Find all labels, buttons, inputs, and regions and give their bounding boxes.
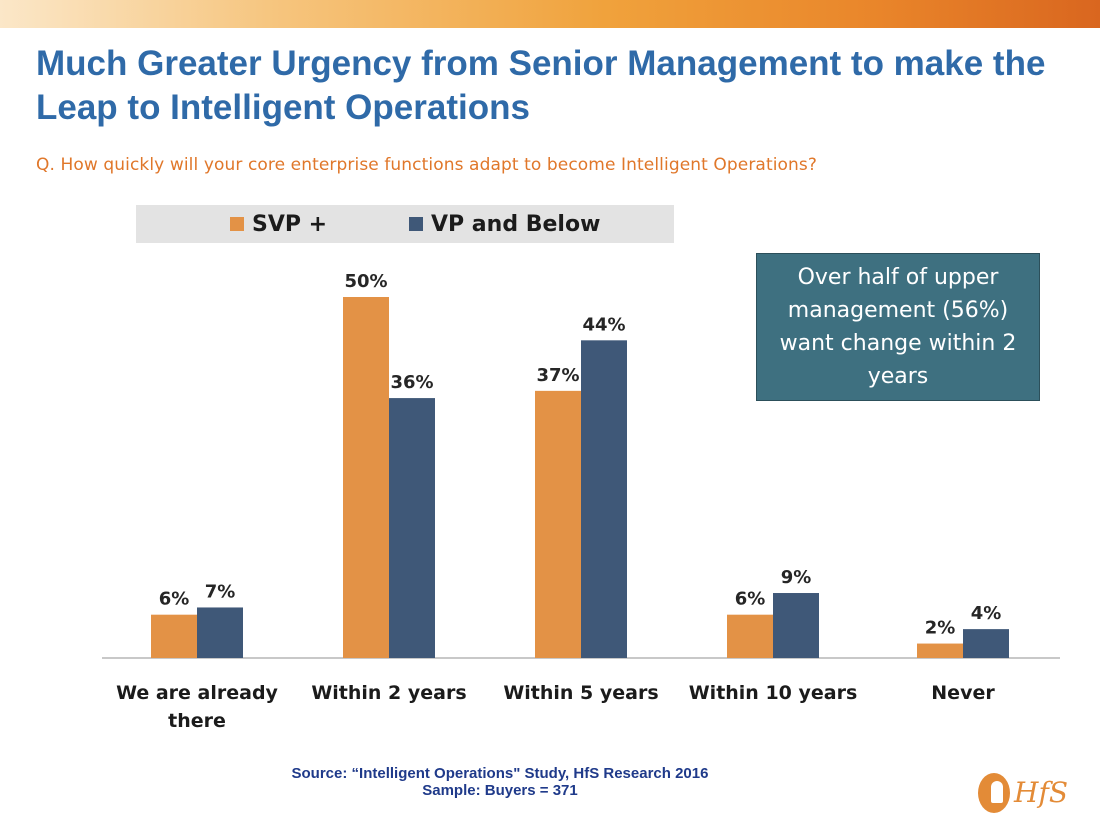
category-label-2: Within 5 years (503, 682, 658, 704)
bar-vp-4 (963, 629, 1009, 658)
bar-svp-3 (727, 614, 773, 658)
legend-swatch-svp (230, 217, 244, 231)
callout-text: Over half of upper management (56%) want… (779, 265, 1017, 389)
data-label-svp-3: 6% (735, 589, 766, 610)
data-label-svp-2: 37% (536, 365, 579, 386)
sample-line: Sample: Buyers = 371 (422, 782, 578, 799)
bar-svp-2 (535, 390, 581, 658)
data-label-vp-4: 4% (971, 603, 1002, 624)
category-label-0-line2: there (168, 710, 226, 732)
bar-vp-3 (773, 593, 819, 658)
chart-legend: SVP + VP and Below (136, 205, 674, 243)
callout-box: Over half of upper management (56%) want… (756, 253, 1040, 401)
slide-subtitle: Q. How quickly will your core enterprise… (36, 155, 817, 175)
logo-mark-icon (978, 772, 1011, 813)
data-label-svp-0: 6% (159, 589, 190, 610)
bar-svp-1 (343, 297, 389, 658)
data-label-vp-3: 9% (781, 567, 812, 588)
category-label-4: Never (931, 682, 995, 704)
data-label-vp-0: 7% (205, 581, 236, 602)
category-label-3: Within 10 years (689, 682, 858, 704)
category-label-0: We are already (116, 682, 278, 704)
top-decorative-bar (0, 0, 1100, 28)
bar-vp-2 (581, 340, 627, 658)
bar-svp-0 (151, 614, 197, 658)
bar-svp-4 (917, 643, 963, 658)
hfs-logo: HfS (978, 770, 1068, 815)
logo-text: HfS (1014, 776, 1068, 809)
legend-label-vp: VP and Below (431, 211, 601, 237)
category-label-1: Within 2 years (311, 682, 466, 704)
legend-item-svp: SVP + (230, 205, 327, 243)
data-label-vp-2: 44% (582, 314, 625, 335)
data-label-svp-4: 2% (925, 618, 956, 639)
bar-vp-0 (197, 607, 243, 658)
source-line: Source: “Intelligent Operations" Study, … (291, 765, 709, 782)
legend-label-svp: SVP + (252, 211, 328, 237)
data-label-vp-1: 36% (390, 372, 433, 393)
bar-vp-1 (389, 398, 435, 658)
data-label-svp-1: 50% (344, 271, 387, 292)
source-note: Source: “Intelligent Operations" Study, … (200, 765, 800, 799)
legend-swatch-vp (409, 217, 423, 231)
legend-item-vp: VP and Below (409, 205, 600, 243)
slide-title: Much Greater Urgency from Senior Managem… (36, 44, 1046, 127)
